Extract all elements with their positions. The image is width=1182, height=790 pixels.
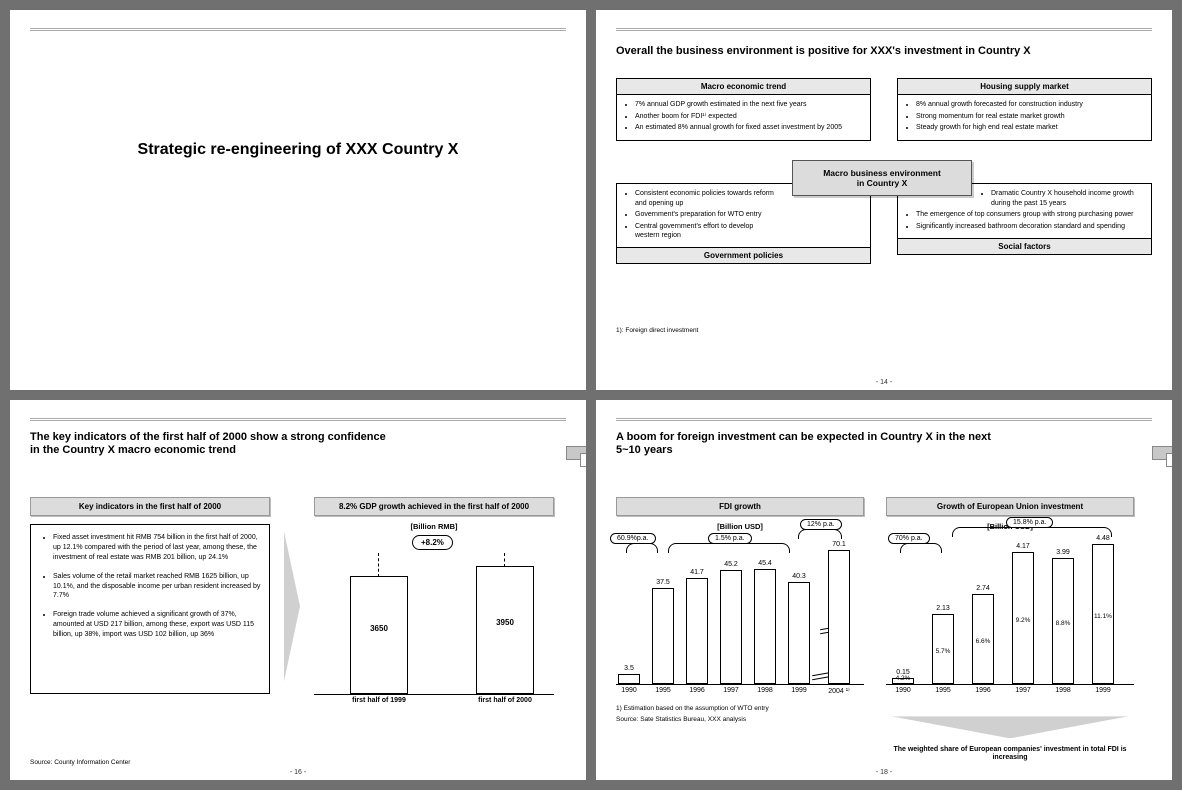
fdi-chart: 60.9%p.a. 1.5% p.a. 12% p.a. 3.5199037.5…: [616, 535, 864, 685]
slide4-title: A boom for foreign investment can be exp…: [616, 431, 1016, 457]
growth-bubble: 12% p.a.: [800, 519, 842, 530]
slide4-row: FDI growth [Billion USD] 60.9%p.a. 1.5% …: [616, 497, 1152, 724]
bar: [686, 578, 708, 684]
box-title: Housing supply market: [898, 79, 1151, 95]
chart-title: FDI growth: [616, 497, 864, 516]
growth-bubble: 1.5% p.a.: [708, 533, 752, 544]
box-macro-econ: Macro economic trend 7% annual GDP growt…: [616, 78, 871, 140]
bar: [720, 570, 742, 684]
box-housing: Housing supply market 8% annual growth f…: [897, 78, 1152, 140]
box-title: Social factors: [898, 238, 1151, 254]
slide3-title: The key indicators of the first half of …: [30, 431, 390, 457]
slide1-title: Strategic re-engineering of XXX Country …: [30, 141, 566, 159]
xlabel: first half of 2000: [465, 697, 545, 704]
slide3-left: Key indicators in the first half of 2000…: [30, 497, 270, 694]
box-title: Government policies: [617, 247, 870, 263]
slide2-body: Macro economic trend 7% annual GDP growt…: [616, 78, 1152, 323]
fdi-chart-col: FDI growth [Billion USD] 60.9%p.a. 1.5% …: [616, 497, 864, 724]
slide3-row: Key indicators in the first half of 2000…: [30, 497, 566, 695]
slide-4: A boom for foreign investment can be exp…: [596, 400, 1172, 780]
chart-title: Growth of European Union investment: [886, 497, 1134, 516]
box-items: 8% annual growth forecasted for construc…: [898, 95, 1151, 139]
bar-1999: 3650: [350, 576, 408, 694]
bar: [788, 582, 810, 684]
gdp-chart: +8.2% 3650 3950 first half of 1999 first…: [314, 535, 554, 695]
down-arrow-icon: [892, 716, 1128, 738]
center-box: Macro business environment in Country X: [792, 160, 972, 196]
growth-bubble: 15.8% p.a.: [1006, 517, 1053, 528]
slide-3: The key indicators of the first half of …: [10, 400, 586, 780]
left-box: Fixed asset investment hit RMB 754 billi…: [30, 524, 270, 694]
page-number: - 14 -: [876, 379, 892, 386]
slide-2: Overall the business environment is posi…: [596, 10, 1172, 390]
xlabel: first half of 1999: [339, 697, 419, 704]
growth-bubble: 70% p.a.: [888, 533, 930, 544]
slide2-title: Overall the business environment is posi…: [616, 45, 1152, 58]
unit-label: [Billion RMB]: [314, 522, 554, 531]
page-number: - 18 -: [876, 769, 892, 776]
box-items: Consistent economic policies towards ref…: [617, 184, 782, 247]
eu-chart: 70% p.a. 15.8% p.a. The weighted share o…: [886, 535, 1134, 685]
footnote: 1) Estimation based on the assumption of…: [616, 705, 864, 713]
bar: [754, 569, 776, 684]
source-note: Source: County Information Center: [30, 759, 130, 766]
top-rule: [30, 418, 566, 421]
top-rule: [616, 418, 1152, 421]
right-heading: 8.2% GDP growth achieved in the first ha…: [314, 497, 554, 516]
slide-1: Strategic re-engineering of XXX Country …: [10, 10, 586, 390]
top-rule: [616, 28, 1152, 31]
growth-bubble: 60.9%p.a.: [610, 533, 656, 544]
page-number: - 16 -: [290, 769, 306, 776]
slide3-right: 8.2% GDP growth achieved in the first ha…: [314, 497, 554, 695]
slide-grid: Strategic re-engineering of XXX Country …: [0, 0, 1182, 790]
arrow-caption: The weighted share of European companies…: [886, 746, 1134, 763]
top-rule: [30, 28, 566, 31]
eu-chart-col: Growth of European Union investment [Bil…: [886, 497, 1134, 724]
growth-bubble: +8.2%: [412, 535, 453, 550]
bar: [618, 674, 640, 684]
left-heading: Key indicators in the first half of 2000: [30, 497, 270, 516]
footnote: 1): Foreign direct investment: [616, 327, 1152, 334]
arrow-right-icon: [284, 521, 300, 691]
box-title: Macro economic trend: [617, 79, 870, 95]
bar: [828, 550, 850, 684]
bar-2000: 3950: [476, 566, 534, 694]
bar: [652, 588, 674, 684]
source-note: Source: Sate Statistics Bureau, XXX anal…: [616, 716, 864, 724]
box-items: 7% annual GDP growth estimated in the ne…: [617, 95, 870, 139]
